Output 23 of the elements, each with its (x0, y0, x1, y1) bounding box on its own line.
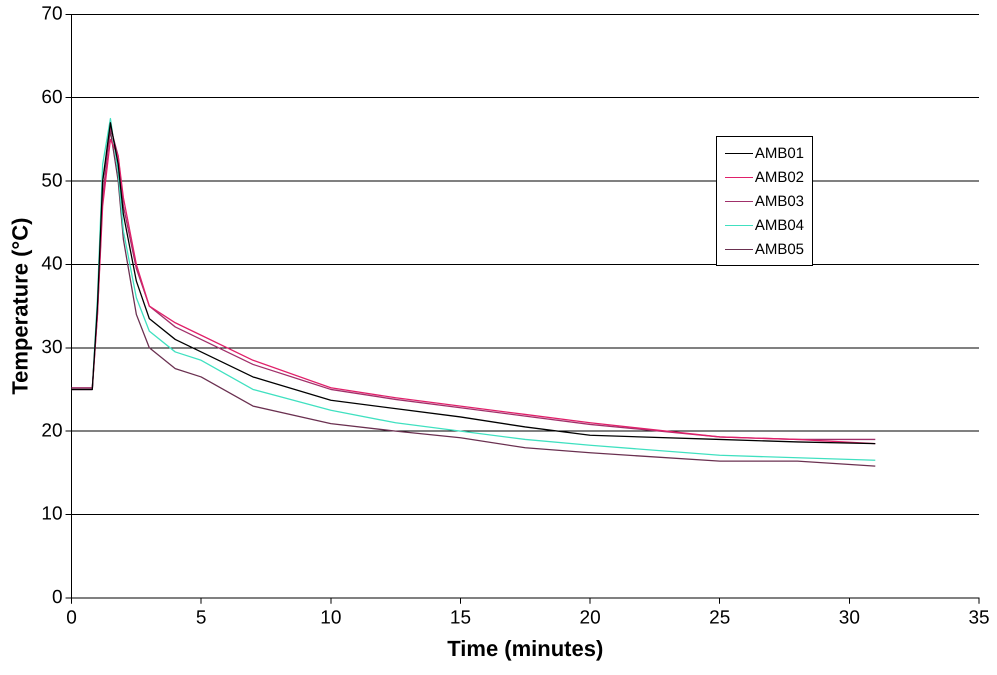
x-tick-label: 0 (66, 607, 77, 628)
y-axis-title: Temperature (°C) (7, 218, 32, 395)
legend-label: AMB05 (754, 240, 804, 260)
y-tick-label: 70 (41, 4, 63, 25)
legend-label: AMB01 (754, 144, 804, 164)
x-tick-label: 35 (968, 607, 990, 628)
x-tick-label: 20 (580, 607, 601, 628)
x-tick-label: 15 (450, 607, 472, 628)
legend-label: AMB04 (754, 216, 804, 236)
y-tick-label: 20 (41, 420, 63, 442)
legend-label: AMB03 (754, 192, 804, 212)
x-axis-title: Time (minutes) (447, 636, 604, 661)
legend-label: AMB02 (754, 168, 804, 188)
y-tick-label: 10 (41, 504, 63, 525)
y-tick-label: 30 (41, 337, 63, 358)
y-tick-label: 40 (41, 254, 63, 275)
x-tick-label: 30 (838, 607, 860, 628)
y-tick-label: 60 (41, 86, 63, 108)
x-tick-label: 5 (196, 607, 206, 628)
y-tick-label: 0 (52, 587, 63, 608)
x-tick-label: 25 (709, 607, 730, 628)
x-tick-label: 10 (320, 607, 342, 628)
y-tick-label: 50 (41, 170, 63, 192)
